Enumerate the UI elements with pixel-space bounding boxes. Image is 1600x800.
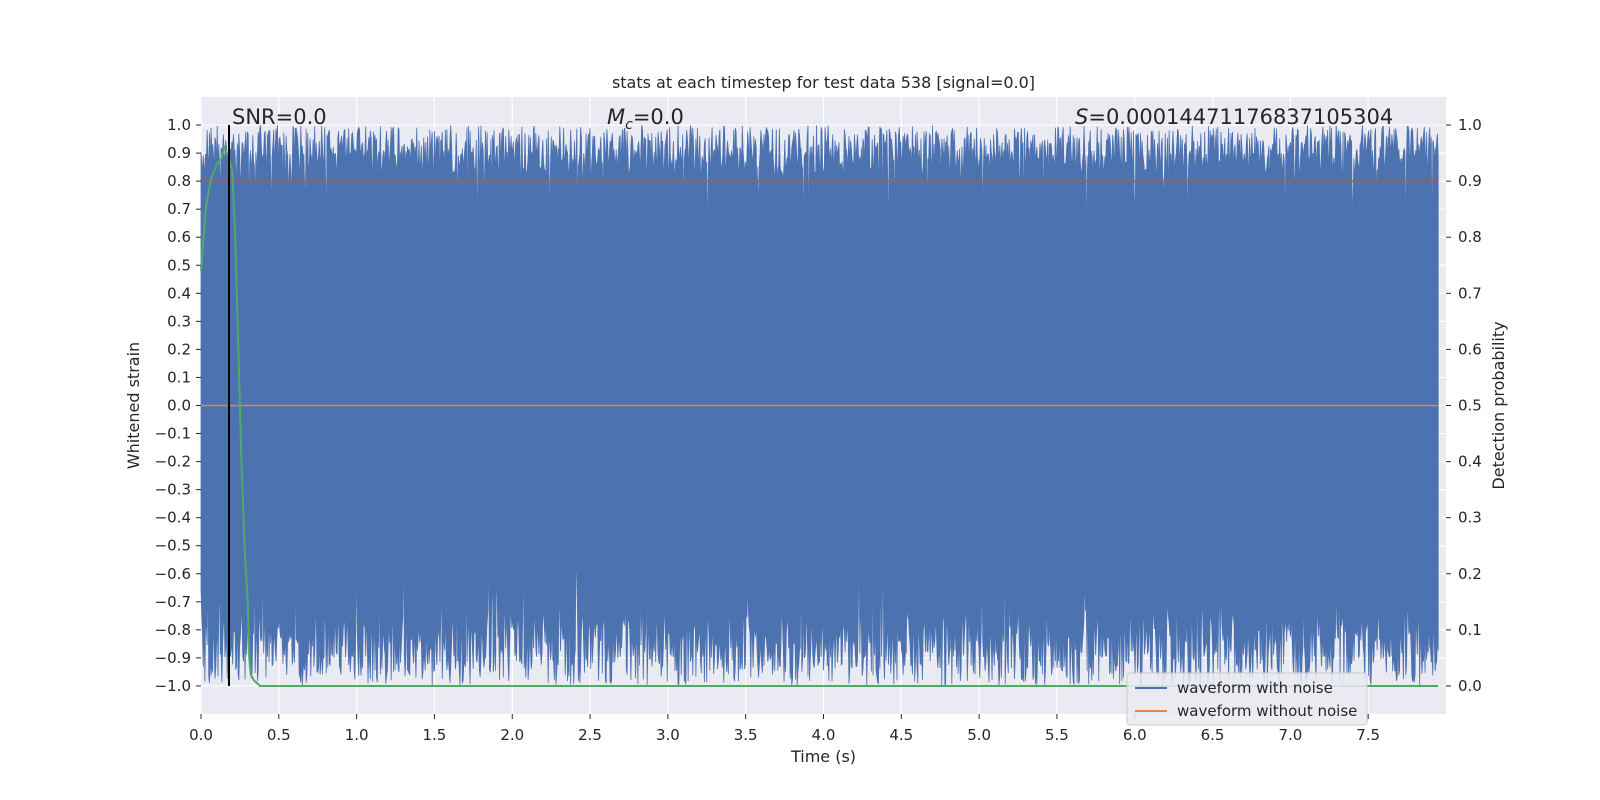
- series-lines: [200, 125, 1439, 687]
- y-tick-label-20: −1.0: [155, 677, 191, 695]
- x-tick-label-0: 0.0: [189, 726, 213, 744]
- x-tick-label-1: 0.5: [267, 726, 291, 744]
- y-axis-ticks: 1.0 0.9 0.8 0.7 0.6 0.5 0.4 0.3 0.2 0.1 0.0 −0.1 −0.…: [155, 116, 201, 695]
- annotation-snr: SNR=0.0: [232, 105, 327, 129]
- y2-tick-label-6: 0.4: [1458, 453, 1482, 471]
- y2-axis-label: Detection probability: [1489, 321, 1508, 489]
- y2-tick-label-0: 1.0: [1458, 116, 1482, 134]
- y2-tick-label-1: 0.9: [1458, 172, 1482, 190]
- y-tick-label-16: −0.6: [155, 565, 191, 583]
- legend-label-noise: waveform with noise: [1177, 679, 1333, 697]
- y2-tick-label-9: 0.1: [1458, 621, 1482, 639]
- y-tick-label-7: 0.3: [167, 312, 191, 330]
- annotation-mc-symbol: M: [607, 105, 625, 129]
- y2-tick-label-3: 0.7: [1458, 284, 1482, 302]
- y-tick-label-5: 0.5: [167, 256, 191, 274]
- x-tick-label-8: 4.0: [812, 726, 836, 744]
- y2-tick-label-2: 0.8: [1458, 228, 1482, 246]
- legend: waveform with noise waveform without noi…: [1126, 672, 1368, 726]
- y-tick-label-13: −0.3: [155, 481, 191, 499]
- y-tick-label-0: 1.0: [167, 116, 191, 134]
- annotation-mc-sub: c: [625, 117, 633, 133]
- x-tick-label-6: 3.0: [656, 726, 680, 744]
- y-tick-label-18: −0.8: [155, 621, 191, 639]
- x-axis-ticks: 0.0 0.5 1.0 1.5 2.0 2.5 3.0 3.5 4.0 4.5 5.0 5.5 6.0 6…: [189, 714, 1380, 744]
- x-tick-label-15: 7.5: [1356, 726, 1380, 744]
- x-tick-label-3: 1.5: [423, 726, 447, 744]
- x-tick-label-11: 5.5: [1045, 726, 1069, 744]
- annotation-s-symbol: S: [1075, 105, 1088, 129]
- y-tick-label-6: 0.4: [167, 284, 191, 302]
- y-tick-label-9: 0.1: [167, 368, 191, 386]
- y-tick-label-8: 0.2: [167, 340, 191, 358]
- y-tick-label-3: 0.7: [167, 200, 191, 218]
- legend-box: [1126, 672, 1368, 726]
- y2-axis-ticks: 1.0 0.9 0.8 0.7 0.6 0.5 0.4 0.3 0.2 0.1 0.0: [1446, 116, 1482, 695]
- x-tick-label-5: 2.5: [578, 726, 602, 744]
- y-tick-label-1: 0.9: [167, 144, 191, 162]
- annotation-s: S=0.0001447117683710530​4: [1075, 105, 1393, 129]
- y-tick-label-2: 0.8: [167, 172, 191, 190]
- y-tick-label-10: 0.0: [167, 397, 191, 415]
- y2-tick-label-4: 0.6: [1458, 340, 1482, 358]
- legend-label-clean: waveform without noise: [1177, 702, 1357, 720]
- chart-title: stats at each timestep for test data 538…: [612, 73, 1035, 92]
- x-tick-label-2: 1.0: [345, 726, 369, 744]
- x-tick-label-12: 6.0: [1123, 726, 1147, 744]
- y-tick-label-15: −0.5: [155, 537, 191, 555]
- y-tick-label-11: −0.1: [155, 425, 191, 443]
- annotations: SNR=0.0 Mc=0.0 S=0.0001447117683710530​4: [232, 105, 1393, 133]
- y-tick-label-12: −0.2: [155, 453, 191, 471]
- y2-tick-label-8: 0.2: [1458, 565, 1482, 583]
- x-tick-label-13: 6.5: [1201, 726, 1225, 744]
- annotation-mc-value: =0.0: [633, 105, 684, 129]
- x-tick-label-10: 5.0: [967, 726, 991, 744]
- y2-tick-label-5: 0.5: [1458, 397, 1482, 415]
- annotation-mc: Mc=0.0: [607, 105, 684, 133]
- y-tick-label-17: −0.7: [155, 593, 191, 611]
- y-tick-label-19: −0.9: [155, 649, 191, 667]
- plot-area: [200, 97, 1446, 714]
- x-tick-label-4: 2.0: [500, 726, 524, 744]
- y-axis-label: Whitened strain: [124, 342, 143, 469]
- series-detection-probability: [200, 144, 1439, 687]
- y2-tick-label-10: 0.0: [1458, 677, 1482, 695]
- annotation-s-value: =0.0001447117683710530​4: [1088, 105, 1393, 129]
- x-tick-label-7: 3.5: [734, 726, 758, 744]
- y2-tick-label-7: 0.3: [1458, 509, 1482, 527]
- y-tick-label-4: 0.6: [167, 228, 191, 246]
- x-axis-label: Time (s): [790, 747, 856, 766]
- x-tick-label-9: 4.5: [889, 726, 913, 744]
- y-tick-label-14: −0.4: [155, 509, 191, 527]
- x-tick-label-14: 7.0: [1278, 726, 1302, 744]
